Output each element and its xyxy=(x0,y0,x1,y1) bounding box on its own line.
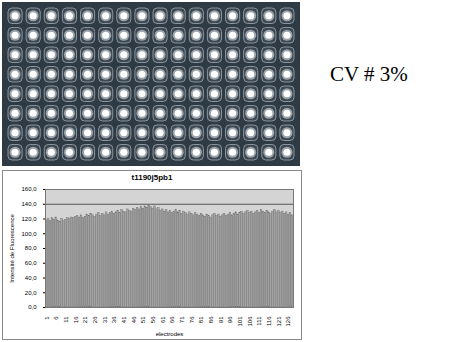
svg-text:electrodes: electrodes xyxy=(156,331,184,337)
svg-text:6: 6 xyxy=(53,316,59,320)
svg-text:Intensité de Fluorescence: Intensité de Fluorescence xyxy=(9,213,15,282)
svg-text:160,0: 160,0 xyxy=(21,186,37,192)
svg-text:56: 56 xyxy=(150,316,156,323)
svg-text:31: 31 xyxy=(102,316,108,323)
svg-text:61: 61 xyxy=(160,316,166,323)
svg-text:101: 101 xyxy=(237,316,243,327)
svg-text:91: 91 xyxy=(218,316,224,323)
svg-text:60,0: 60,0 xyxy=(25,260,37,266)
svg-text:41: 41 xyxy=(121,316,127,323)
svg-text:21: 21 xyxy=(82,316,88,323)
svg-text:96: 96 xyxy=(227,316,233,323)
svg-text:116: 116 xyxy=(266,316,272,326)
svg-text:121: 121 xyxy=(276,316,282,327)
svg-text:106: 106 xyxy=(247,316,253,327)
svg-text:1: 1 xyxy=(44,316,50,320)
svg-text:126: 126 xyxy=(285,316,291,327)
svg-text:100,0: 100,0 xyxy=(21,231,37,237)
svg-text:81: 81 xyxy=(198,316,204,323)
html-text:t1190j5pb1: t1190j5pb1 xyxy=(131,173,173,182)
svg-text:46: 46 xyxy=(131,316,137,323)
svg-text:36: 36 xyxy=(111,316,117,323)
svg-text:71: 71 xyxy=(179,316,185,323)
svg-text:86: 86 xyxy=(208,316,214,323)
svg-text:140,0: 140,0 xyxy=(21,201,37,207)
svg-text:76: 76 xyxy=(189,316,195,323)
svg-text:26: 26 xyxy=(92,316,98,323)
svg-text:40,0: 40,0 xyxy=(25,275,37,281)
svg-text:20,0: 20,0 xyxy=(25,290,37,296)
svg-text:111: 111 xyxy=(256,316,262,326)
svg-text:120,0: 120,0 xyxy=(21,216,37,222)
svg-text:16: 16 xyxy=(73,316,79,323)
svg-text:0,0: 0,0 xyxy=(28,304,37,310)
html-text:CV # 3%: CV # 3% xyxy=(330,62,408,86)
svg-text:80,0: 80,0 xyxy=(25,245,37,251)
svg-text:66: 66 xyxy=(169,316,175,323)
svg-text:51: 51 xyxy=(140,316,146,323)
svg-text:11: 11 xyxy=(63,316,69,323)
